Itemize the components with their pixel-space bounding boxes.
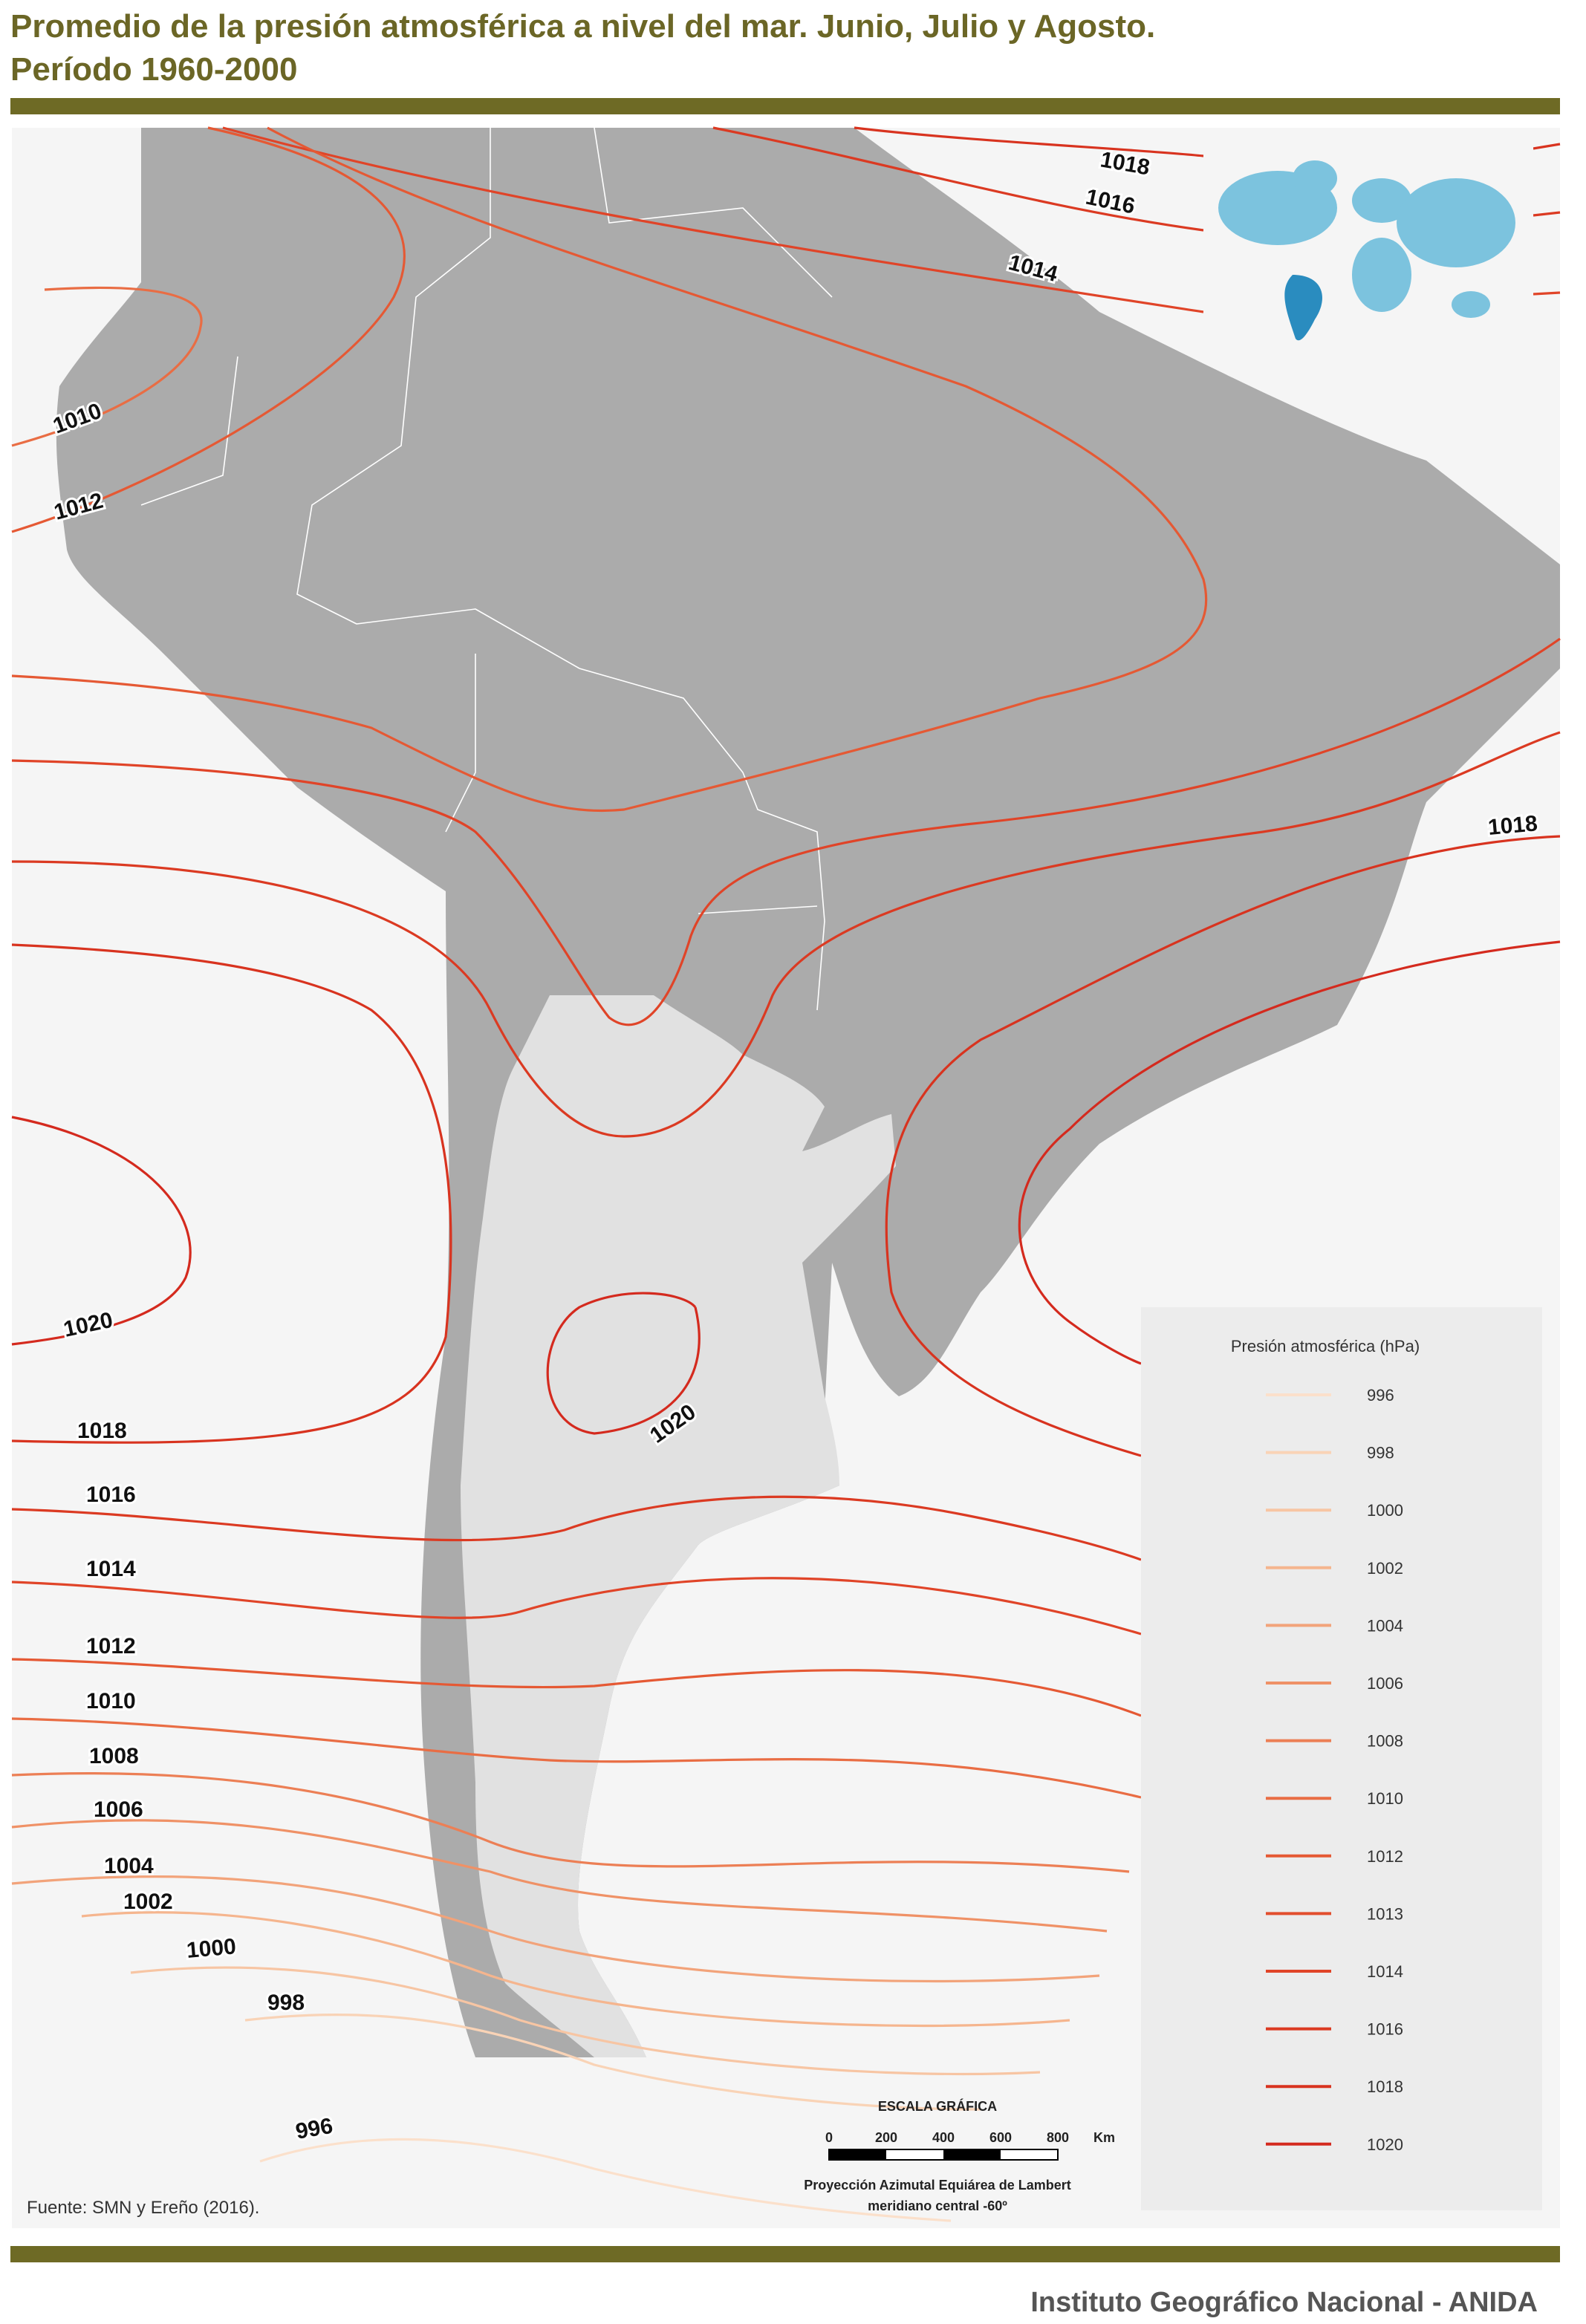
projection: Proyección Azimutal Equiárea de Lambert <box>804 2178 1070 2193</box>
contour-label: 1000 <box>186 1934 237 1963</box>
legend-title: Presión atmosférica (hPa) <box>1231 1337 1420 1355</box>
contour-label: 998 <box>267 1991 305 2015</box>
contour-label: 1018 <box>77 1419 127 1443</box>
legend-items: 996 998 1000 1002 1004 1006 1008 1010 1012 1013 10… <box>1266 1386 1403 2154</box>
legend-label: 1012 <box>1367 1847 1403 1866</box>
scale-title: ESCALA GRÁFICA <box>878 2098 997 2114</box>
legend-label: 1014 <box>1367 1962 1403 1981</box>
projection: meridiano central -60º <box>868 2198 1007 2213</box>
contour-label: 1010 <box>86 1689 136 1713</box>
footer: Instituto Geográfico Nacional - ANIDA <box>1030 2287 1538 2318</box>
scale-tick-label: 600 <box>989 2130 1012 2145</box>
legend-label: 996 <box>1367 1386 1394 1405</box>
contour-label: 1002 <box>123 1890 173 1914</box>
contours <box>11 126 1561 2222</box>
legend-label: 1020 <box>1367 2135 1403 2154</box>
argentina <box>461 995 896 2057</box>
contour-label: 1006 <box>94 1797 143 1822</box>
legend-label: 1006 <box>1367 1674 1403 1693</box>
legend-label: 998 <box>1367 1444 1394 1462</box>
legend-label: 1018 <box>1367 2077 1403 2096</box>
legend-label: 1013 <box>1367 1904 1403 1923</box>
legend-label: 1010 <box>1367 1789 1403 1808</box>
contour-label: 1018 <box>1487 811 1538 840</box>
scale-tick-label: 200 <box>875 2130 897 2145</box>
map: 1018 1016 1014 1010 1012 1018 1020 1020 … <box>11 126 1561 2228</box>
title-line: Promedio de la presión atmosférica a niv… <box>10 8 1155 45</box>
bottom-bar <box>10 2246 1560 2262</box>
scale-tick-label: 0 <box>825 2130 833 2145</box>
legend-label: 1004 <box>1367 1616 1403 1635</box>
legend-label: 1008 <box>1367 1732 1403 1751</box>
source: Fuente: SMN y Ereño (2016). <box>27 2198 259 2218</box>
legend-label: 1002 <box>1367 1559 1403 1578</box>
contour-label: 1014 <box>86 1557 136 1581</box>
borders <box>140 127 833 1011</box>
scale-tick-label: 400 <box>932 2130 955 2145</box>
contour-label: 1016 <box>86 1482 136 1507</box>
contour-label: 1012 <box>86 1634 136 1659</box>
legend-box <box>1141 1307 1542 2210</box>
title-line: Período 1960-2000 <box>10 51 297 88</box>
scale-tick-label: 800 <box>1047 2130 1069 2145</box>
contour-label: 1004 <box>104 1854 154 1878</box>
scale-unit: Km <box>1093 2130 1115 2145</box>
legend-label: 1016 <box>1367 2020 1403 2039</box>
contour-label: 1008 <box>89 1744 139 1768</box>
top-bar <box>10 98 1560 114</box>
inset-world <box>1203 138 1533 349</box>
scale-bar: 0 200 400 600 800 <box>825 2130 1069 2161</box>
legend-label: 1000 <box>1367 1501 1403 1520</box>
